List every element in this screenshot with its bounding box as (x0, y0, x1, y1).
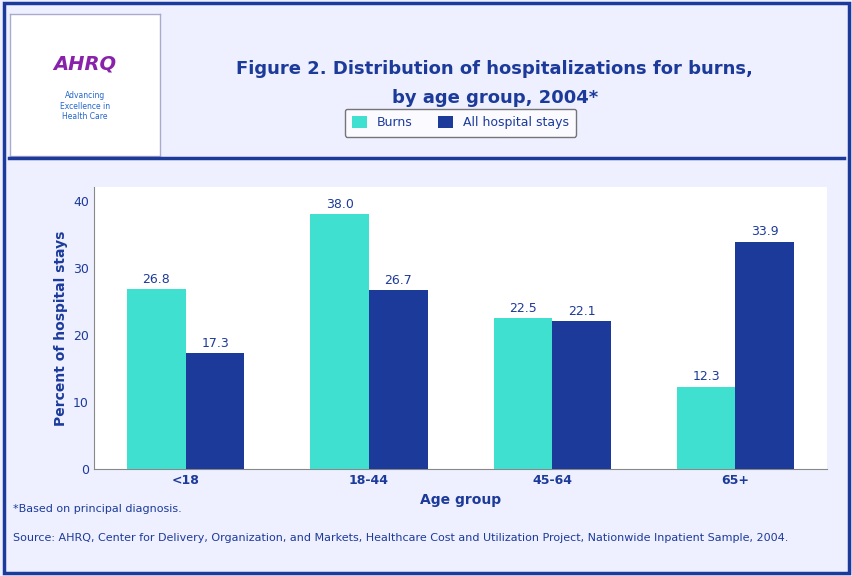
Bar (551, 321, 610, 469)
Bar (369, 290, 427, 469)
Bar (493, 318, 551, 469)
Text: 33.9: 33.9 (750, 225, 778, 238)
Bar (734, 242, 793, 469)
Text: 26.8: 26.8 (142, 273, 170, 286)
Text: 22.5: 22.5 (509, 302, 536, 315)
Text: 26.7: 26.7 (384, 274, 412, 287)
Text: 12.3: 12.3 (692, 370, 719, 384)
Text: *Based on principal diagnosis.: *Based on principal diagnosis. (13, 504, 181, 514)
Text: 22.1: 22.1 (567, 305, 595, 317)
X-axis label: Age group: Age group (419, 493, 501, 507)
Legend: Burns, All hospital stays: Burns, All hospital stays (344, 109, 576, 137)
Text: 38.0: 38.0 (325, 198, 354, 211)
Bar (310, 214, 369, 469)
Text: by age group, 2004*: by age group, 2004* (391, 89, 597, 107)
Text: Figure 2. Distribution of hospitalizations for burns,: Figure 2. Distribution of hospitalizatio… (236, 60, 752, 78)
Bar (186, 353, 245, 469)
Y-axis label: Percent of hospital stays: Percent of hospital stays (54, 230, 67, 426)
Text: 17.3: 17.3 (201, 337, 228, 350)
Text: Advancing
Excellence in
Health Care: Advancing Excellence in Health Care (60, 91, 110, 121)
Bar (127, 289, 186, 469)
Text: AHRQ: AHRQ (53, 54, 117, 73)
Bar (676, 387, 734, 469)
Text: Source: AHRQ, Center for Delivery, Organization, and Markets, Healthcare Cost an: Source: AHRQ, Center for Delivery, Organ… (13, 533, 787, 543)
